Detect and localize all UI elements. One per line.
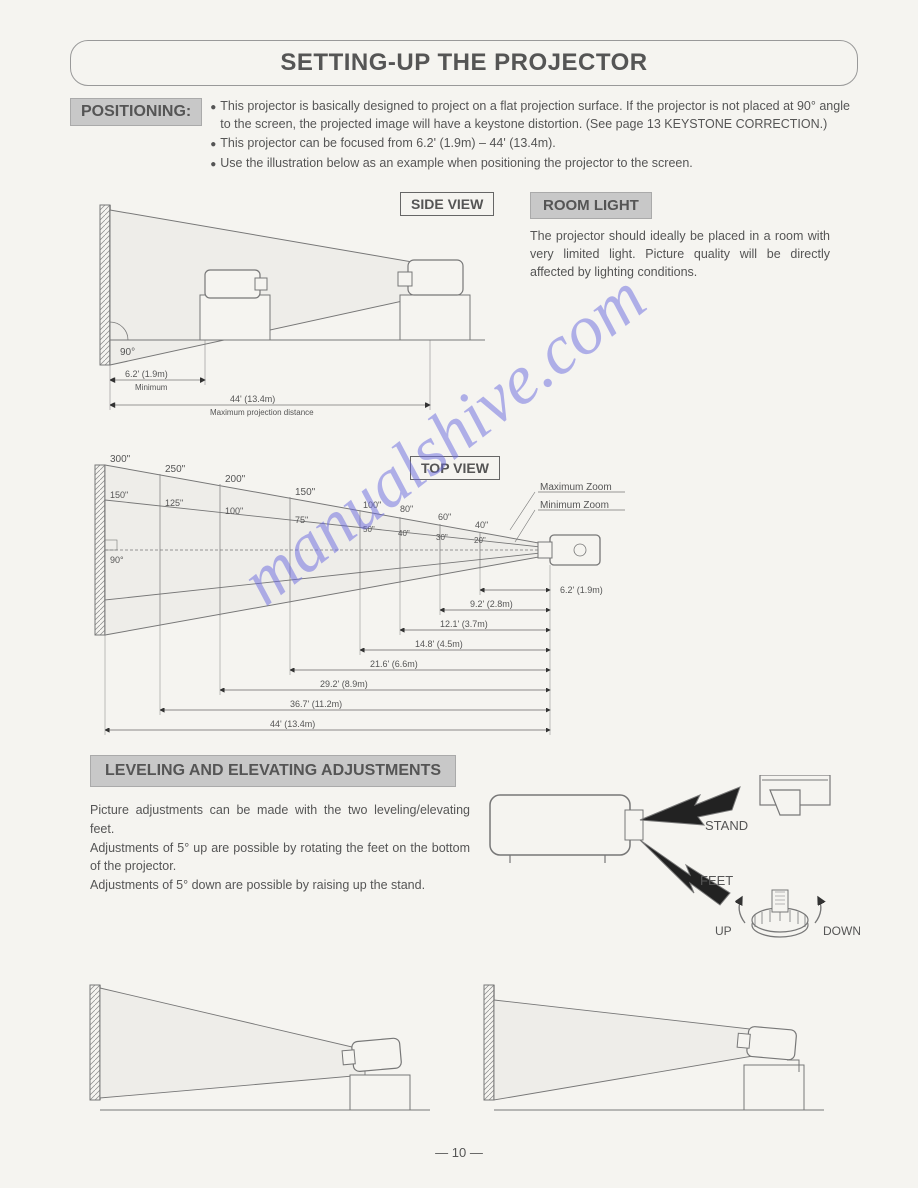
dist-6: 36.7' (11.2m) [290, 699, 342, 709]
bullet-2: This projector can be focused from 6.2' … [210, 135, 858, 153]
dist-1: 9.2' (2.8m) [470, 599, 513, 609]
dist-2: 12.1' (3.7m) [440, 619, 488, 629]
isize-75: 75" [295, 515, 308, 525]
dist-0: 6.2' (1.9m) [560, 585, 603, 595]
isize-40: 40" [398, 529, 410, 538]
max-label: Maximum projection distance [210, 408, 314, 417]
isize-50: 50" [363, 525, 375, 534]
isize-20: 20" [474, 536, 486, 545]
isize-30: 30" [436, 533, 448, 542]
top-view-diagram: 90° 300" 250" 200" 150" 100" 80" 60" 40"… [90, 450, 670, 750]
size-100: 100" [363, 500, 381, 510]
stand-label: STAND [705, 818, 748, 833]
up-label: UP [715, 924, 732, 938]
room-light-label: ROOM LIGHT [530, 192, 652, 219]
size-80: 80" [400, 504, 413, 514]
positioning-label: POSITIONING: [70, 98, 202, 126]
side-view-diagram: 90° 6.2' (1.9m) Minimum 44' (13.4m) Maxi… [90, 200, 510, 435]
min-label: Minimum [135, 383, 168, 392]
positioning-text: This projector is basically designed to … [210, 98, 858, 174]
room-light-text: The projector should ideally be placed i… [530, 227, 830, 281]
max-zoom-label: Maximum Zoom [540, 482, 612, 493]
positioning-section: POSITIONING: This projector is basically… [70, 98, 858, 174]
size-40: 40" [475, 520, 488, 530]
bottom-diagrams [85, 980, 845, 1135]
dist-4: 21.6' (6.6m) [370, 659, 418, 669]
tv-angle: 90° [110, 555, 124, 565]
leveling-label: LEVELING AND ELEVATING ADJUSTMENTS [90, 755, 456, 787]
page-number: — 10 — [0, 1145, 918, 1160]
size-200: 200" [225, 474, 246, 485]
dist-7: 44' (13.4m) [270, 719, 315, 729]
isize-150: 150" [110, 490, 128, 500]
size-150: 150" [295, 487, 316, 498]
leveling-text: Picture adjustments can be made with the… [90, 801, 470, 895]
feet-label: FEET [700, 873, 733, 888]
min-dist: 6.2' (1.9m) [125, 369, 168, 379]
bullet-3: Use the illustration below as an example… [210, 155, 858, 173]
max-dist: 44' (13.4m) [230, 394, 275, 404]
leveling-diagram: STAND FEET UP DOWN [480, 775, 860, 975]
bullet-1: This projector is basically designed to … [210, 98, 858, 133]
size-60: 60" [438, 512, 451, 522]
size-250: 250" [165, 464, 186, 475]
page-title: SETTING-UP THE PROJECTOR [91, 49, 837, 77]
room-light-section: ROOM LIGHT The projector should ideally … [530, 192, 830, 281]
down-label: DOWN [823, 924, 860, 938]
dist-3: 14.8' (4.5m) [415, 639, 463, 649]
isize-100: 100" [225, 506, 243, 516]
tilt-down-diagram [479, 980, 839, 1130]
title-frame: SETTING-UP THE PROJECTOR [70, 40, 858, 86]
tilt-up-diagram [85, 980, 445, 1130]
angle-90: 90° [120, 347, 135, 358]
min-zoom-label: Minimum Zoom [540, 500, 609, 511]
size-300: 300" [110, 454, 131, 465]
dist-5: 29.2' (8.9m) [320, 679, 368, 689]
isize-125: 125" [165, 498, 183, 508]
